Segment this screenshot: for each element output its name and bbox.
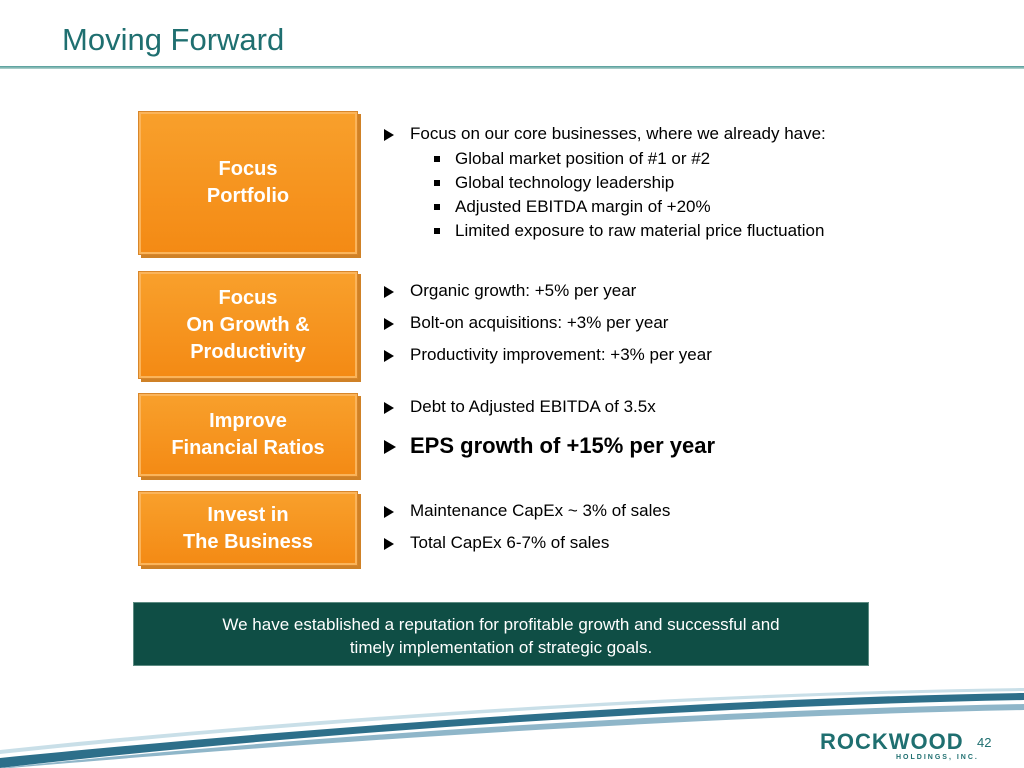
swoosh-dark-stripe [0,693,1024,768]
swoosh-light-stripe [0,704,1024,768]
decorative-swoosh [0,688,1024,768]
bullet-text: Focus on our core businesses, where we a… [410,124,826,143]
slide-title: Moving Forward [62,22,285,57]
triangle-bullet-icon [384,286,394,298]
list-item: Global technology leadership [410,171,826,195]
list-item: Limited exposure to raw material price f… [410,219,826,243]
title-divider [0,66,1024,69]
triangle-bullet-icon [384,506,394,518]
square-bullet-icon [434,228,440,234]
box-label: Productivity [190,340,306,363]
triangle-bullet-icon [384,538,394,550]
sub-bullet-text: Limited exposure to raw material price f… [455,221,825,240]
list-item: Global market position of #1 or #2 [410,147,826,171]
triangle-bullet-icon [384,440,396,454]
triangle-bullet-icon [384,129,394,141]
logo-wordmark: ROCKWOOD [820,729,964,754]
square-bullet-icon [434,204,440,210]
bullet-text: Organic growth: +5% per year [410,281,637,300]
improve-ratios-box: Improve Financial Ratios [138,393,358,477]
box-label: The Business [182,530,314,553]
portfolio-sub-bullets: Global market position of #1 or #2 Globa… [410,147,826,243]
sub-bullet-text: Adjusted EBITDA margin of +20% [455,197,711,216]
invest-business-box: Invest in The Business [138,491,358,566]
box-label: Focus [218,286,278,309]
list-item: Productivity improvement: +3% per year [384,345,712,365]
list-item: EPS growth of +15% per year [384,433,715,459]
sub-bullet-text: Global technology leadership [455,173,675,192]
banner-text: timely implementation of strategic goals… [349,638,653,657]
box-label: On Growth & [186,313,310,336]
sub-bullet-text: Global market position of #1 or #2 [455,149,711,168]
list-item: Total CapEx 6-7% of sales [384,533,670,553]
square-bullet-icon [434,180,440,186]
summary-banner: We have established a reputation for pro… [133,602,869,666]
growth-bullets: Organic growth: +5% per year Bolt-on acq… [384,281,712,377]
triangle-bullet-icon [384,350,394,362]
portfolio-bullets: Focus on our core businesses, where we a… [384,124,826,243]
logo-subtitle: HOLDINGS, INC. [896,754,979,761]
list-item: Adjusted EBITDA margin of +20% [410,195,826,219]
company-logo: ROCKWOOD HOLDINGS, INC. [820,729,977,761]
page-number: 42 [977,735,992,750]
focus-portfolio-box: Focus Portfolio [138,111,358,255]
banner-text: We have established a reputation for pro… [222,615,780,634]
triangle-bullet-icon [384,402,394,414]
square-bullet-icon [434,156,440,162]
bullet-text: Productivity improvement: +3% per year [410,345,712,364]
list-item: Bolt-on acquisitions: +3% per year [384,313,712,333]
list-item: Maintenance CapEx ~ 3% of sales [384,501,670,521]
box-label: Portfolio [206,185,290,207]
bullet-text: Maintenance CapEx ~ 3% of sales [410,501,671,520]
list-item: Focus on our core businesses, where we a… [384,124,826,243]
box-label: Improve [209,410,287,432]
bullet-text-emphasis: EPS growth of +15% per year [410,433,716,458]
box-label: Invest in [207,503,289,526]
box-label: Financial Ratios [171,437,325,459]
invest-bullets: Maintenance CapEx ~ 3% of sales Total Ca… [384,501,670,565]
list-item: Debt to Adjusted EBITDA of 3.5x [384,397,715,417]
list-item: Organic growth: +5% per year [384,281,712,301]
triangle-bullet-icon [384,318,394,330]
bullet-text: Bolt-on acquisitions: +3% per year [410,313,669,332]
bullet-text: Total CapEx 6-7% of sales [410,533,610,552]
focus-growth-box: Focus On Growth & Productivity [138,271,358,379]
ratios-bullets: Debt to Adjusted EBITDA of 3.5x EPS grow… [384,397,715,459]
box-label: Focus [218,158,278,180]
bullet-text: Debt to Adjusted EBITDA of 3.5x [410,397,656,416]
